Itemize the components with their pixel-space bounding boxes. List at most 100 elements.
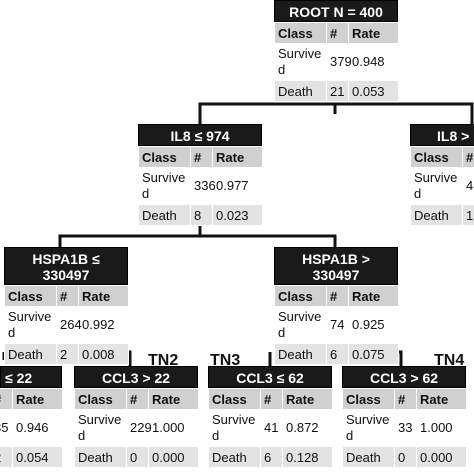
cell-rate: 0.000: [148, 446, 199, 468]
cell-count: 6: [260, 446, 283, 468]
cell-rate: 0.054: [12, 446, 62, 468]
cell-rate: 0.128: [282, 446, 333, 468]
header-rate: Rate: [416, 388, 467, 410]
node-ccl3-le22: ≤ 22 Class # Rate 35 0.946 2 0.054: [0, 366, 62, 468]
node-title: IL8 >: [410, 124, 474, 146]
header-count: #: [326, 22, 349, 44]
cell-class: Survive d: [410, 167, 463, 205]
cell-count: 264: [56, 306, 82, 344]
header-class: Class: [410, 146, 463, 168]
node-title: CCL3 ≤ 62: [208, 366, 332, 388]
header-count: #: [0, 388, 13, 410]
cell-rate: 1.000: [148, 409, 199, 447]
node-title: IL8 ≤ 974: [138, 124, 262, 146]
cell-rate: 0.053: [348, 80, 399, 102]
cell-count: 1: [462, 204, 474, 226]
cell-count: 33: [394, 409, 417, 447]
header-class: Class: [74, 388, 127, 410]
node-hspa-gt: HSPA1B > 330497 Class # Rate Survive d 7…: [274, 247, 399, 365]
cell-rate: 0.977: [212, 167, 263, 205]
edge-hspa-gt-split: [268, 350, 403, 366]
terminal-label-tn3: TN3: [210, 352, 241, 369]
cell-rate: 1.000: [416, 409, 467, 447]
cell-count: 229: [126, 409, 152, 447]
cell-class: Survive d: [74, 409, 127, 447]
cell-class: Survive d: [208, 409, 261, 447]
node-title: ROOT N = 400: [274, 0, 398, 22]
node-table: Class # Rate Survive d 74 0.925 Death 6 …: [274, 285, 399, 365]
node-table: Class # Rate Survive d 41 0.872 Death 6 …: [208, 388, 333, 468]
cell-count: 2: [0, 446, 13, 468]
cell-count: 41: [260, 409, 283, 447]
header-count: #: [190, 146, 213, 168]
cell-class: Death: [342, 446, 395, 468]
node-ccl3-gt22: CCL3 > 22 Class # Rate Survive d 229 1.0…: [74, 366, 199, 468]
cell-count: 35: [0, 409, 13, 447]
header-count: #: [462, 146, 474, 168]
node-title: CCL3 > 22: [74, 366, 198, 388]
header-rate: Rate: [348, 285, 399, 307]
cell-count: 21: [326, 80, 349, 102]
edge-root-split: [198, 102, 474, 124]
edge-il8-split: [58, 225, 337, 247]
cell-class: Death: [274, 343, 327, 365]
header-rate: Rate: [78, 285, 129, 307]
node-table: Class # Rate 35 0.946 2 0.054: [0, 388, 62, 468]
header-class: Class: [342, 388, 395, 410]
header-class: Class: [138, 146, 191, 168]
cell-class: Death: [410, 204, 463, 226]
cell-count: 379: [326, 43, 352, 81]
node-title: HSPA1B > 330497: [274, 247, 398, 285]
cell-rate: 0.925: [348, 306, 399, 344]
cell-class: Death: [274, 80, 327, 102]
header-class: Class: [274, 285, 327, 307]
node-ccl3-le62: CCL3 ≤ 62 Class # Rate Survive d 41 0.87…: [208, 366, 333, 468]
cell-class: Death: [4, 343, 57, 365]
header-class: Class: [208, 388, 261, 410]
node-table: Class # Rate Survive d 264 0.992 Death 2…: [4, 285, 129, 365]
cell-class: Survive d: [274, 43, 327, 81]
cell-count: 336: [190, 167, 216, 205]
node-title: CCL3 > 62: [342, 366, 466, 388]
cell-count: 8: [190, 204, 213, 226]
header-class: Class: [274, 22, 327, 44]
header-class: Class: [4, 285, 57, 307]
node-title: ≤ 22: [0, 366, 62, 388]
cell-count: 74: [326, 306, 349, 344]
node-title: HSPA1B ≤ 330497: [4, 247, 128, 285]
cell-count: 2: [56, 343, 79, 365]
cell-count: 6: [326, 343, 349, 365]
cell-rate: 0.000: [416, 446, 467, 468]
node-ccl3-gt62: CCL3 > 62 Class # Rate Survive d 33 1.00…: [342, 366, 467, 468]
header-rate: Rate: [348, 22, 399, 44]
node-root: ROOT N = 400 Class # Rate Survive d 379 …: [274, 0, 399, 102]
cell-count: 0: [394, 446, 417, 468]
node-il8-gt: IL8 > Class # Rate Survive d 4 Death 1: [410, 124, 474, 226]
header-rate: Rate: [282, 388, 333, 410]
cell-rate: 0.946: [12, 409, 62, 447]
node-table: Class # Rate Survive d 336 0.977 Death 8…: [138, 146, 263, 226]
header-count: #: [326, 285, 349, 307]
cell-count: 0: [126, 446, 149, 468]
cell-class: Survive d: [274, 306, 327, 344]
node-table: Class # Rate Survive d 4 Death 1: [410, 146, 474, 226]
node-il8-le: IL8 ≤ 974 Class # Rate Survive d 336 0.9…: [138, 124, 263, 226]
cell-class: Survive d: [4, 306, 57, 344]
header-count: #: [260, 388, 283, 410]
node-table: Class # Rate Survive d 379 0.948 Death 2…: [274, 22, 399, 102]
cell-rate: 0.948: [348, 43, 399, 81]
cell-class: Death: [138, 204, 191, 226]
header-rate: Rate: [212, 146, 263, 168]
cell-rate: 0.992: [78, 306, 129, 344]
node-table: Class # Rate Survive d 33 1.000 Death 0 …: [342, 388, 467, 468]
terminal-label-tn2: TN2: [148, 352, 179, 369]
cell-class: Survive d: [138, 167, 191, 205]
header-count: #: [394, 388, 417, 410]
cell-class: Death: [208, 446, 261, 468]
cell-class: Death: [74, 446, 127, 468]
node-hspa-le: HSPA1B ≤ 330497 Class # Rate Survive d 2…: [4, 247, 129, 365]
terminal-label-tn4: TN4: [434, 352, 465, 369]
header-count: #: [126, 388, 149, 410]
header-rate: Rate: [148, 388, 199, 410]
node-table: Class # Rate Survive d 229 1.000 Death 0…: [74, 388, 199, 468]
